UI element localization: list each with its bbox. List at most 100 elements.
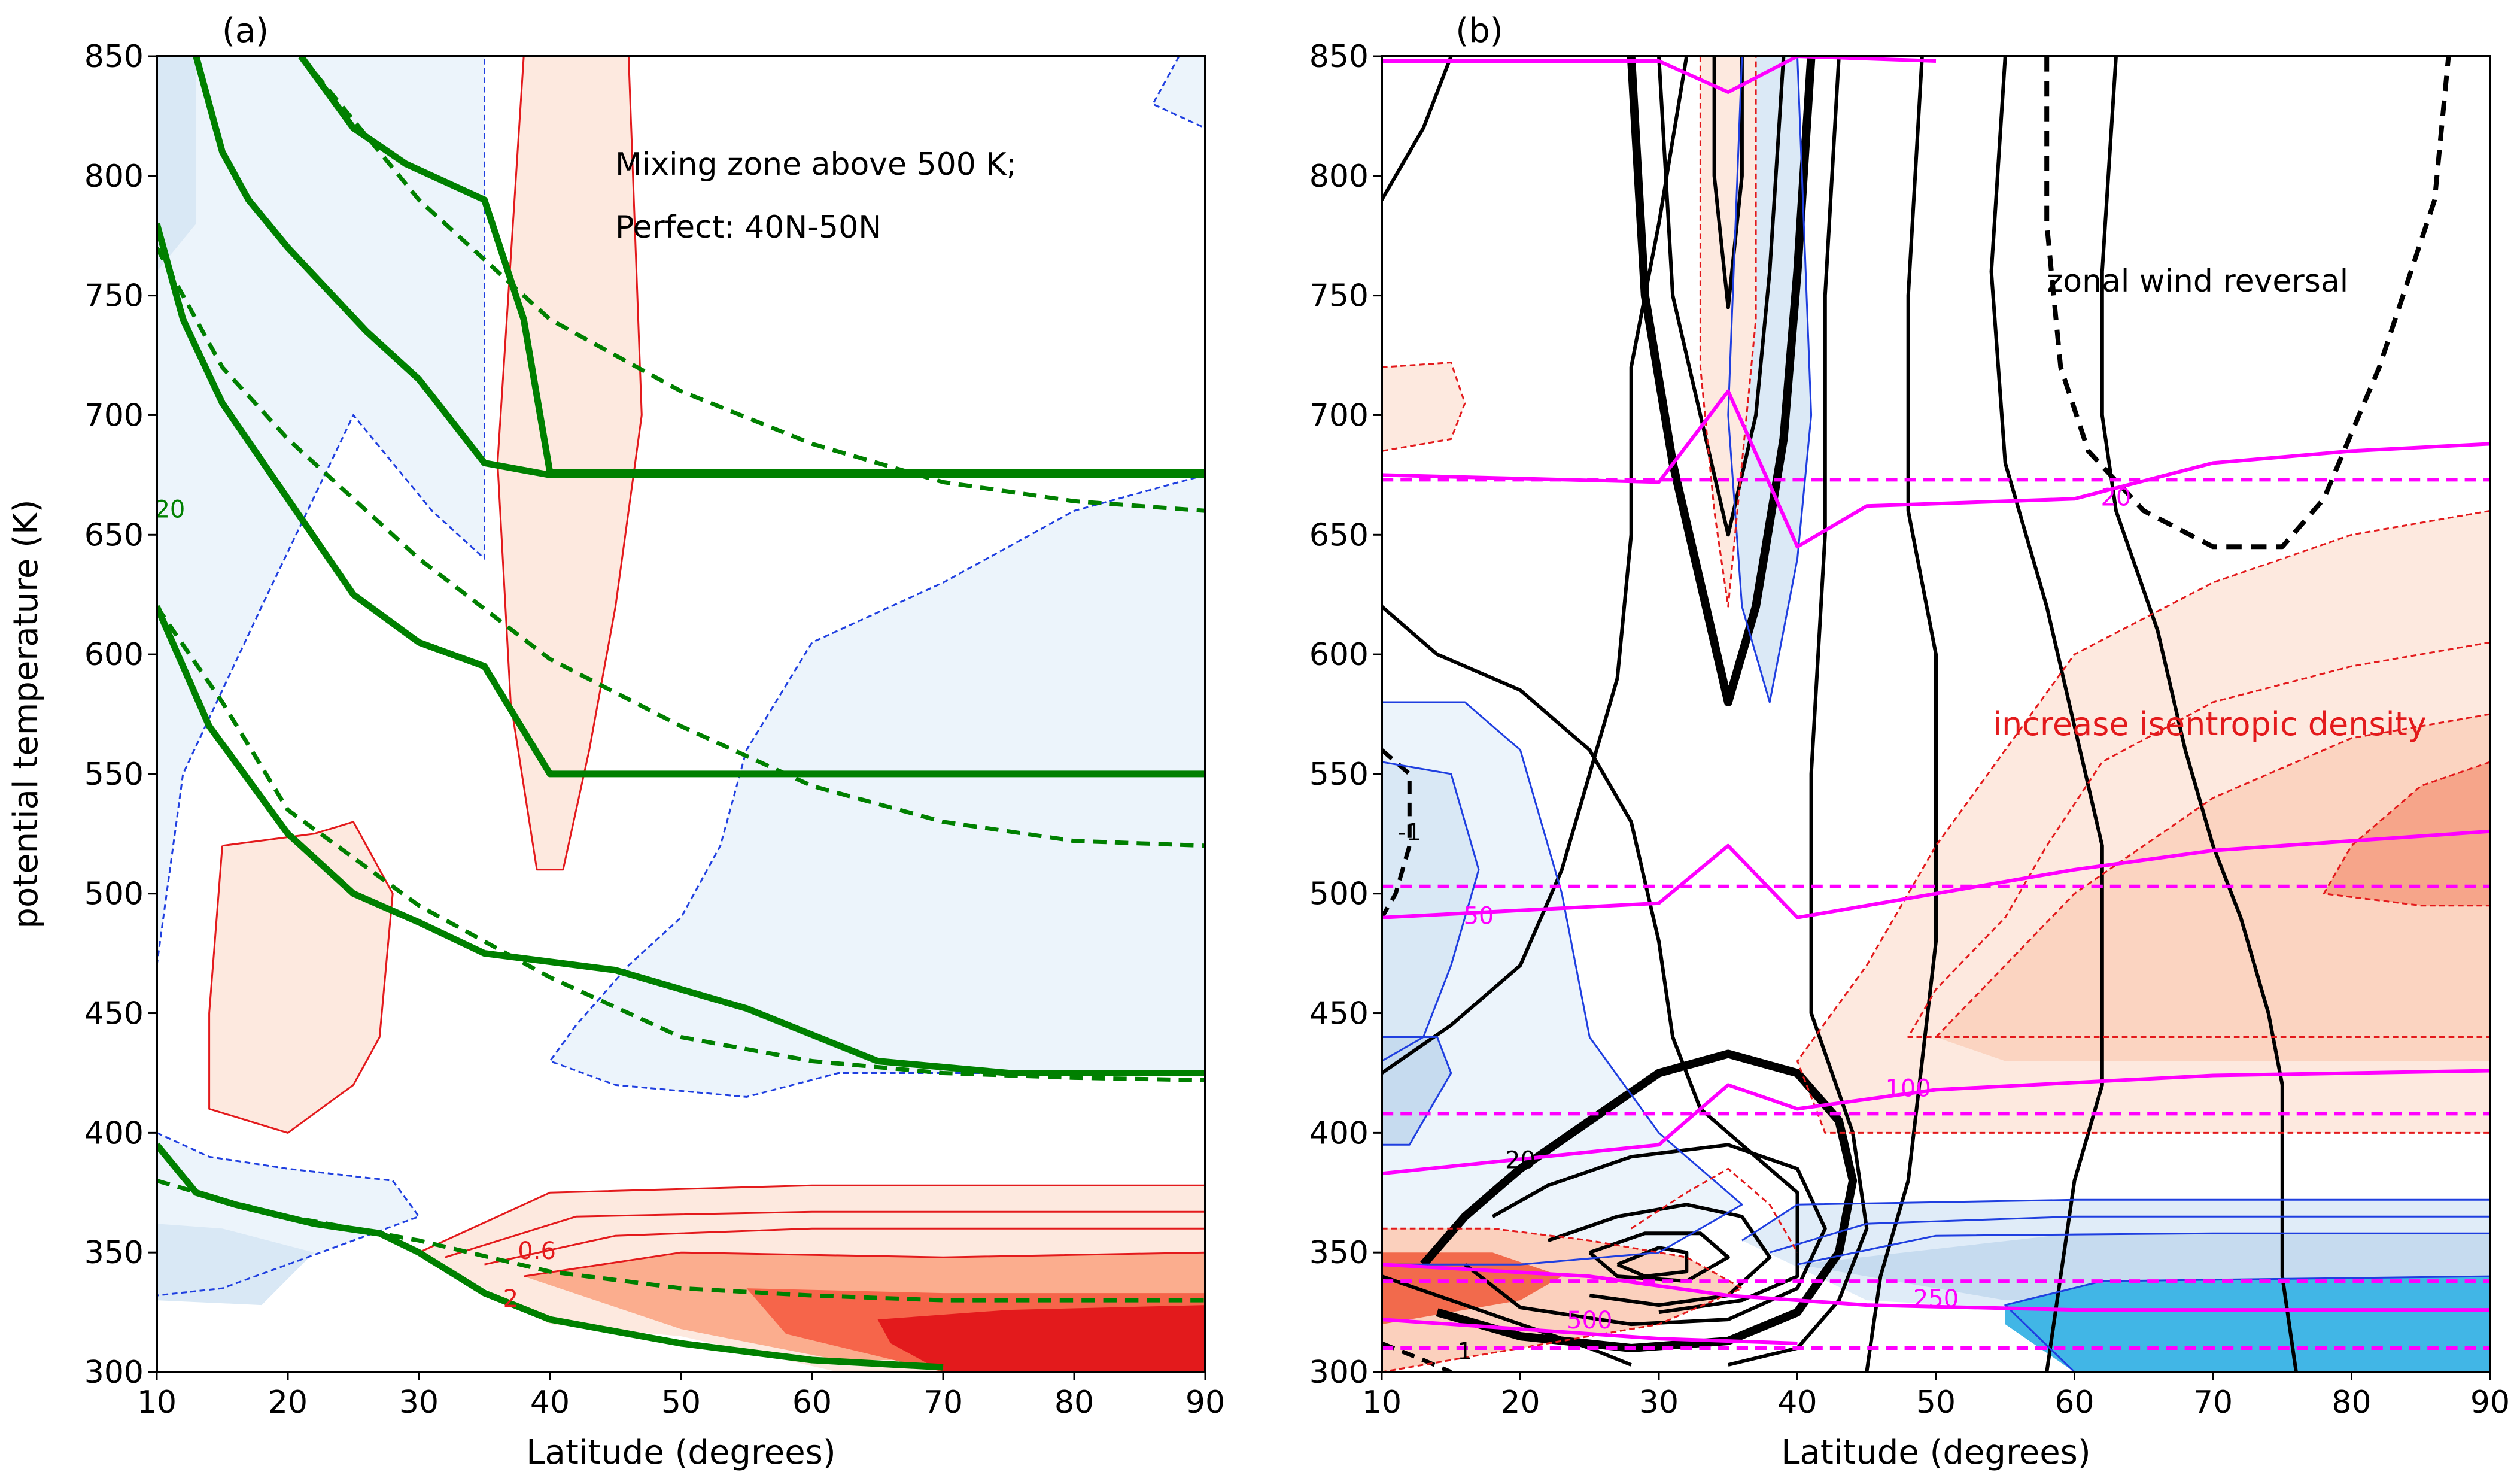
panel-b-contour-label: 1: [1457, 1338, 1472, 1365]
panel-a-positive-region-blob: [209, 821, 393, 1133]
panel-b-contour-label: 250: [1913, 1285, 1959, 1313]
annotation-mixing-zone: Mixing zone above 500 K;: [615, 147, 1017, 183]
panel-a-green-dashed-curve-1: [299, 56, 1205, 513]
panel-a-contour-label: 20: [154, 496, 185, 523]
panel-b-x-tick-label: 80: [2331, 1385, 2371, 1421]
panel-a-ylabel: potential temperature (K): [7, 499, 45, 928]
panel-a-x-tick-label: 60: [792, 1385, 832, 1421]
panel-b-contour-label: -1: [1397, 819, 1421, 846]
panel-a-red-contour-lower-4: [523, 1251, 1205, 1277]
panel-a-green-solid-curve-2: [298, 56, 1205, 476]
panel-b-black-contour-a: [1382, 56, 1453, 201]
panel-a-y-tick-label: 400: [84, 1115, 144, 1151]
panel-a-y-tick-label: 800: [84, 159, 144, 195]
panel-b-red-dashed-contour-1: [1796, 509, 2490, 1134]
panel-b-y-tick-label: 600: [1309, 637, 1369, 673]
panel-a-y-tick-label: 300: [84, 1355, 144, 1391]
panel-b-red-dashed-contour-6: [1699, 56, 1757, 608]
panel-b-y-tick-label: 750: [1309, 278, 1369, 314]
panel-b-x-tick-label: 20: [1500, 1385, 1540, 1421]
panel-b-black-contour-b: [1382, 605, 1799, 1315]
annotation-perfect: Perfect: 40N-50N: [615, 210, 881, 245]
panel-b-blue-contour-bottom-1: [1741, 1198, 2490, 1242]
panel-b-xlabel: Latitude (degrees): [1781, 1433, 2090, 1472]
panel-a-y-tick-label: 650: [84, 517, 144, 553]
panel-a-red-contour-lower-2: [445, 1210, 1205, 1258]
panel-a-red-contour-lower-1: [418, 1184, 1205, 1254]
panel-a-green-solid-curve-1: [193, 56, 1205, 478]
panel-a-plot-area: 200.62: [154, 56, 1205, 1372]
panel-b-contour-label: 20: [1505, 1146, 1536, 1174]
panel-a-red-contour-lower-3: [484, 1227, 1205, 1266]
panel-a-blue-dashed-contour-2: [549, 474, 1205, 1098]
panel-a-y-tick-label: 350: [84, 1235, 144, 1271]
panel-a-axes: 10 20 30 40 50 60 70 80 90 300 350 400 450 500 550 600 6…: [84, 39, 1225, 1421]
panel-a-green-dashed-curve-2: [157, 247, 1205, 848]
panel-b-black-contour-jet-inner-2: [1547, 1203, 1772, 1307]
annotation-zonal-wind-reversal: zonal wind reversal: [2047, 263, 2348, 299]
panel-b-black-dashed-bottom: [1382, 1341, 1452, 1372]
panel-b-magenta-solid-250: [1382, 1263, 2490, 1312]
panel-a-red-contour-column: [496, 56, 643, 871]
panel-b-y-tick-label: 400: [1309, 1115, 1369, 1151]
panel-b-black-contour-e: [1657, 56, 1786, 537]
panel-a-label: (a): [222, 11, 269, 50]
panel-b-blue-contour-left-2: [1382, 761, 1480, 1062]
panel-b-axes: 10 20 30 40 50 60 70 80 90 300 350 400 450 500 550 600 6…: [1309, 39, 2510, 1421]
panel-a-y-tick-label: 500: [84, 876, 144, 912]
panel-b-blue-contour-bottom-2: [1769, 1215, 2490, 1254]
panel-a-green-solid-curve-4: [157, 605, 1205, 1076]
panel-b-blue-contour-left-3: [1382, 1036, 1452, 1146]
panel-a-y-tick-label: 700: [84, 397, 144, 433]
panel-b-y-tick-label: 500: [1309, 876, 1369, 912]
panel-a-x-tick-label: 30: [399, 1385, 439, 1421]
panel-b-black-dashed-wind-reversal: [2044, 56, 2451, 550]
panel-b-magenta-solid-50: [1382, 829, 2490, 919]
panel-b-blue-contour-column: [1727, 56, 1813, 703]
panel-a-negative-region-upper-left: [157, 56, 485, 966]
panel-b-black-contour-jet-inner-3: [1588, 1231, 1730, 1283]
panel-a: 200.62 10 20 30 40 50 60 70 80 90300350400450500…: [7, 11, 1225, 1472]
annotation-isentropic-density: increase isentropic density: [1993, 705, 2427, 743]
panel-b-shade-red-right-dark: [2324, 761, 2490, 906]
panel-b-red-dashed-contour-8: [1630, 1167, 1798, 1253]
panel-a-blue-dashed-contour-4: [157, 1132, 420, 1297]
panel-b-x-tick-label: 10: [1362, 1385, 1402, 1421]
panel-a-x-tick-label: 20: [268, 1385, 308, 1421]
panel-b-y-tick-label: 300: [1309, 1355, 1369, 1391]
panel-b-y-tick-label: 800: [1309, 159, 1369, 195]
panel-b-magenta-solid-20: [1382, 389, 2490, 549]
panel-b: 20 50 100 250 500 20 -1 1 10 20 30 40 50 60 70 80 90 300…: [1309, 11, 2510, 1472]
panel-b-blue-contour-bottom-4: [2004, 1275, 2490, 1372]
panel-b-black-contour-thick-upper: [1627, 56, 1816, 706]
panel-b-x-tick-label: 70: [2193, 1385, 2233, 1421]
panel-a-positive-region-lower-4: [877, 1305, 1205, 1372]
panel-b-plot-area: 20 50 100 250 500 20 -1 1: [1382, 56, 2490, 1372]
panel-a-positive-region-column: [497, 56, 642, 870]
panel-b-y-tick-label: 850: [1309, 39, 1369, 75]
panel-a-y-tick-label: 550: [84, 757, 144, 793]
panel-b-magenta-top: [1382, 56, 1937, 94]
panel-b-shade-blue-left-mid: [1382, 761, 1479, 1061]
panel-b-contour-label: 50: [1464, 903, 1494, 930]
panel-b-x-tick-label: 60: [2054, 1385, 2094, 1421]
panel-b-y-tick-label: 650: [1309, 517, 1369, 553]
panel-b-red-dashed-contour-7: [1382, 1227, 1743, 1372]
panel-b-y-tick-label: 700: [1309, 397, 1369, 433]
panel-b-red-dashed-contour-3: [1935, 713, 2490, 1038]
panel-a-green-solid-curve-3: [157, 223, 1205, 778]
panel-b-red-dashed-contour-4: [2323, 761, 2490, 907]
panel-b-shade-blue-bottom-dark: [2005, 1276, 2490, 1372]
panel-b-black-contour-h: [1989, 56, 2104, 1372]
panel-b-blue-contour-bottom-3: [1797, 1232, 2490, 1266]
panel-b-black-contour-g: [1865, 56, 1938, 1372]
panel-a-negative-region-corner: [1153, 56, 1205, 128]
panel-b-black-contour-i: [2100, 56, 2298, 1372]
panel-b-x-tick-label: 90: [2470, 1385, 2510, 1421]
panel-b-black-contour-jet-inner-1: [1464, 1143, 1827, 1327]
panel-a-x-tick-label: 70: [923, 1385, 963, 1421]
panel-a-x-tick-label: 50: [661, 1385, 701, 1421]
panel-a-negative-region-right: [550, 475, 1205, 1097]
panel-a-x-tick-label: 90: [1185, 1385, 1225, 1421]
